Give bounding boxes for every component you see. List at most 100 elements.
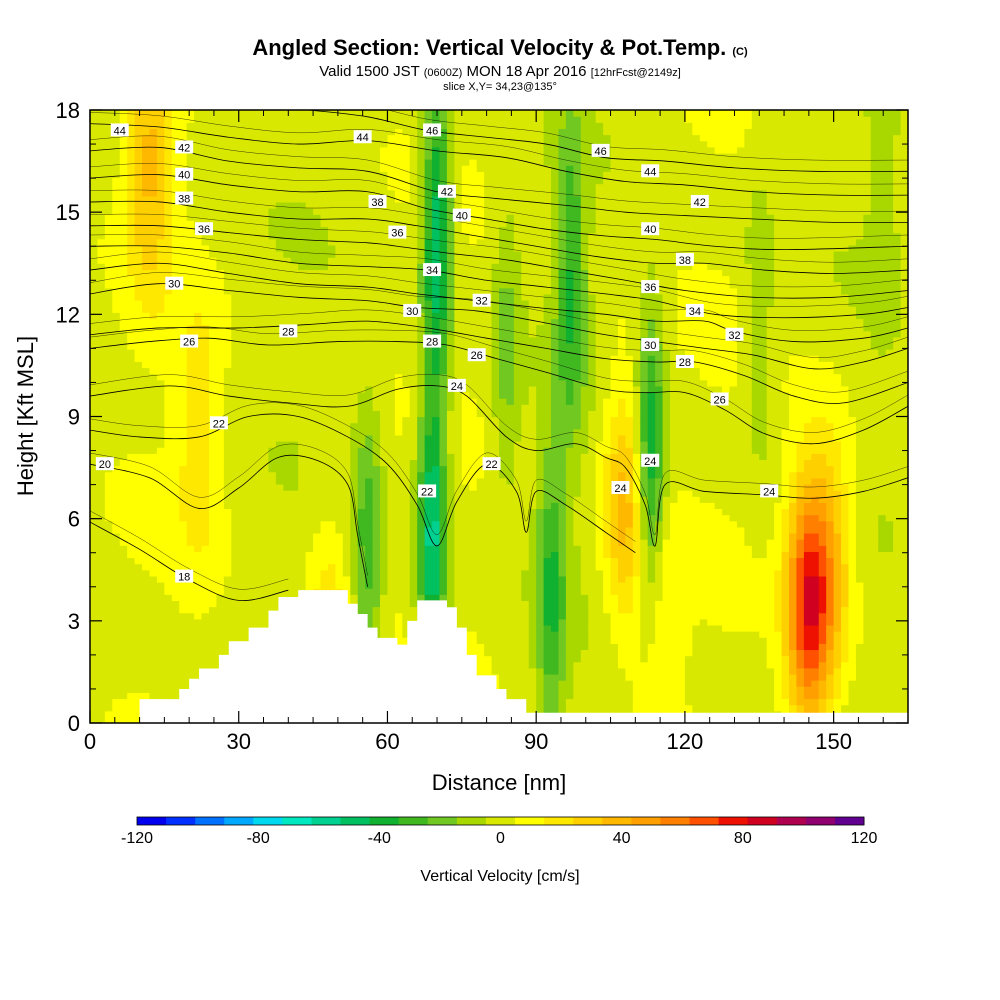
colorbar-swatch [602,817,632,825]
isentrope-34 [90,245,908,319]
contour-label: 42 [175,140,194,154]
contour-label: 28 [675,355,694,369]
y-tick-label: 9 [68,405,80,430]
isentrope-minor [90,309,908,393]
colorbar-swatch [398,817,429,825]
colorbar-swatch [456,817,487,825]
isentrope-38 [90,200,908,274]
colorbar-tick-label: -80 [247,830,270,847]
colorbar-swatch [195,817,225,825]
y-tick-label: 18 [56,98,80,123]
title-unit: (C) [732,46,748,58]
contour-label: 22 [418,484,437,498]
contour-label: 38 [675,252,694,267]
contour-label: 40 [452,208,471,223]
x-tick-label: 0 [84,729,96,754]
y-tick-label: 3 [68,609,80,634]
contour-label: 28 [279,324,298,338]
contour-label: 36 [641,280,660,294]
contour-label: 26 [467,348,486,362]
colorbar-tick-label: -40 [368,830,391,847]
isentrope-30 [90,283,908,370]
colorbar-swatch [427,817,458,825]
contour-label: 40 [641,222,660,236]
isentrope-42 [90,146,908,224]
colorbar-swatch [253,817,283,825]
isentrope-20 [90,454,369,587]
colorbar-swatch [369,817,400,825]
y-tick-label: 12 [56,302,80,327]
x-tick-label: 90 [524,729,548,754]
colorbar-swatch [282,817,312,825]
contour-label: 30 [641,337,660,352]
terrain-mask [139,590,908,723]
valid-prefix: Valid 1500 JST [319,63,420,80]
y-tick-label: 15 [56,200,80,225]
colorbar-swatch [224,817,254,825]
colorbar-swatch [689,817,720,825]
x-tick-label: 120 [667,729,704,754]
contour-labels: 18 20 22 24 26 28 30 32 34 36 38 40 42 44 46 24 24 24 22 22… [95,123,779,584]
vertical-velocity-field [90,110,908,723]
contour-label: 34 [685,303,704,318]
colorbar-swatch [515,817,545,825]
contour-label: 18 [175,569,194,584]
colorbar-swatch [834,817,865,825]
contour-label: 24 [611,481,630,495]
colorbar-tick-label: -120 [121,830,153,847]
isentrope-minor [90,135,908,212]
contour-label: 44 [353,130,372,144]
contour-label: 30 [403,303,422,318]
colorbar-swatch [776,817,807,825]
contour-label: 34 [423,263,442,277]
contour-label: 22 [209,416,228,430]
valid-date: MON 18 Apr 2016 [466,63,587,80]
colorbar-swatch [166,817,196,825]
contour-label: 32 [725,327,744,342]
contour-label: 46 [591,143,610,158]
x-tick-label: 150 [815,729,852,754]
chart-valid-time: Valid 1500 JST (0600Z) MON 18 Apr 2016 [… [0,64,1000,81]
isentrope-minor [90,402,636,542]
x-axis-title: Distance [nm] [432,770,567,795]
contour-label: 26 [180,334,199,349]
isentrope-minor [386,110,908,161]
contour-label: 40 [175,167,194,182]
contour-label: 36 [195,222,214,236]
y-tick-label: 0 [68,711,80,736]
colorbar-swatch [631,817,661,825]
isentrope-minor [90,163,908,239]
colorbar-title: Vertical Velocity [cm/s] [420,868,579,885]
colorbar-frame [136,816,865,826]
isentrope-46 [308,110,908,172]
colorbar-swatch [718,817,749,825]
contour-label: 44 [641,164,660,178]
colorbar-swatch [805,817,836,825]
isentrope-minor [90,326,908,433]
chart-title: Angled Section: Vertical Velocity & Pot.… [0,36,1000,64]
isentrope-minor [90,234,908,307]
isentrope-32 [90,262,908,343]
chart-header: Angled Section: Vertical Velocity & Pot.… [0,36,1000,94]
title-text: Angled Section: Vertical Velocity & Pot.… [252,35,727,60]
isentrope-36 [90,224,908,299]
isentrope-40 [90,174,908,251]
colorbar-tick-label: 0 [496,830,505,847]
colorbar-tick-label: 120 [851,830,878,847]
colorbar-tick-label: 40 [613,830,631,847]
contour-label: 24 [760,484,779,498]
isentrope-22 [90,413,636,554]
colorbar: -120 -80 -40 0 40 80 120 [121,816,878,847]
valid-utc: (0600Z) [423,67,463,79]
isentrope-24 [90,385,908,547]
slice-info: slice X,Y= 34,23@135° [443,81,557,93]
contour-label: 24 [447,378,466,393]
y-tick-label: 6 [68,507,80,532]
contour-label: 20 [95,457,114,471]
colorbar-swatch [660,817,691,825]
colorbar-swatch [340,817,371,825]
contour-label: 26 [710,392,729,406]
x-tick-label: 60 [375,729,399,754]
